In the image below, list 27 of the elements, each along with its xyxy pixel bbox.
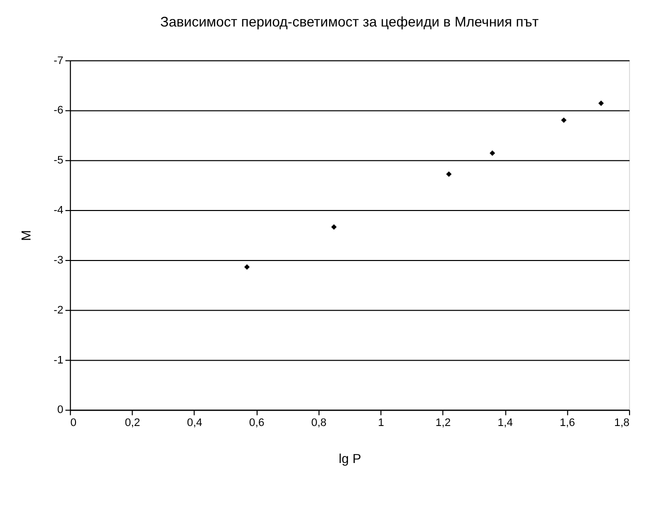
x-tick-label: 0,4: [187, 417, 202, 430]
x-tick-label: 1,4: [498, 417, 513, 430]
x-axis-title: lg P: [338, 451, 362, 466]
x-tick-label: 0,8: [311, 417, 327, 430]
y-tick-label: -2: [54, 304, 64, 316]
y-tick-label: -1: [54, 354, 64, 366]
x-tick-label: 0,6: [249, 417, 264, 430]
point: [331, 224, 337, 230]
x-tick-label: 1: [378, 417, 384, 430]
point: [561, 117, 567, 123]
y-tick-label: 0: [57, 404, 64, 416]
point: [244, 264, 250, 270]
y-tick-label: -3: [54, 254, 64, 266]
x-tick-label: 1,6: [560, 417, 576, 430]
point: [490, 150, 496, 156]
chart-title: Зависимост период-светимост за цефеиди в Млечния път: [160, 13, 540, 30]
x-tick-label: 0,2: [124, 417, 140, 430]
y-tick-label: -4: [54, 204, 64, 217]
point: [598, 100, 604, 106]
x-tick-label: 1,2: [436, 417, 451, 430]
y-tick-label: -6: [54, 104, 64, 117]
x-tick-label: 1,8: [614, 417, 630, 430]
y-tick-label: -5: [54, 154, 64, 167]
y-tick-label: -7: [54, 54, 64, 67]
point: [446, 171, 452, 177]
y-axis-title: M: [18, 230, 34, 241]
x-tick-label: 0: [70, 417, 76, 430]
